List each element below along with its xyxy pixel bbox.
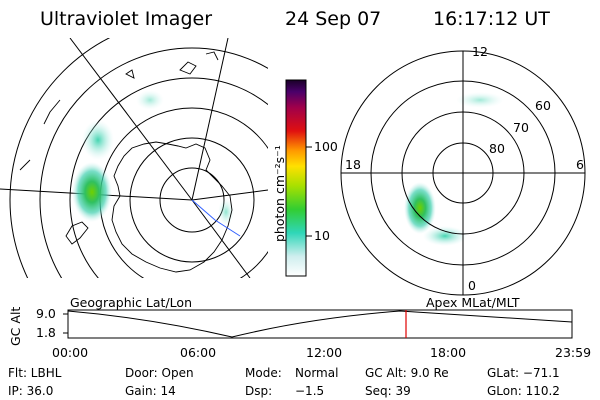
coastline <box>19 159 31 171</box>
aurora-emission <box>136 90 164 110</box>
mode-value: Normal <box>295 366 339 380</box>
colorbar-tick-label: 100 <box>314 139 338 154</box>
mlat-label: 80 <box>489 141 505 156</box>
meridian-line <box>69 38 193 201</box>
observation-date: 24 Sep 07 <box>285 8 382 30</box>
lat-circle <box>129 137 255 263</box>
mlt-label: 6 <box>576 157 584 172</box>
mlt-label: 18 <box>345 157 361 172</box>
altitude-curve <box>67 310 573 338</box>
x-tick-label: 23:59 <box>555 345 592 360</box>
x-tick-label: 18:00 <box>430 345 467 360</box>
apex-label: Apex MLat/MLT <box>426 295 520 310</box>
coastline <box>65 221 89 245</box>
mlt-label: 12 <box>472 44 488 59</box>
aurora-emission <box>404 182 436 234</box>
colorbar-unit-label: photon cm⁻²s⁻¹ <box>272 145 287 242</box>
geographic-label: Geographic Lat/Lon <box>70 295 192 310</box>
meridian-line <box>191 189 268 201</box>
door-info: Door: Open <box>125 366 194 380</box>
x-tick-label: 00:00 <box>52 345 89 360</box>
glon-info: GLon: 110.2 <box>487 384 560 398</box>
gc-altitude-info: GC Alt: 9.0 Re <box>365 366 449 380</box>
geographic-map <box>0 38 268 278</box>
filter-info: Flt: LBHL <box>8 366 62 380</box>
lat-circle <box>69 77 268 278</box>
aurora-emission <box>423 226 467 246</box>
terminator-line <box>191 199 241 237</box>
aurora-emission <box>72 162 112 222</box>
sequence-info: Seq: 39 <box>365 384 411 398</box>
instrument-title: Ultraviolet Imager <box>40 8 213 30</box>
coastline <box>179 61 197 75</box>
apex-polar-plot <box>340 50 586 296</box>
glat-info: GLat: −71.1 <box>487 366 560 380</box>
x-tick-label: 06:00 <box>180 345 217 360</box>
meridian-line <box>191 38 229 201</box>
mode-label: Mode: <box>245 366 282 380</box>
colorbar <box>285 79 307 277</box>
lat-circle <box>9 38 111 278</box>
y-tick-label: 1.8 <box>36 325 56 340</box>
gain-info: Gain: 14 <box>125 384 176 398</box>
meridian-line <box>191 199 251 278</box>
dsp-value: −1.5 <box>295 384 325 398</box>
aurora-emission <box>82 120 114 160</box>
antarctica-coastline <box>111 141 233 273</box>
ip-info: IP: 36.0 <box>8 384 54 398</box>
coastline <box>205 51 219 61</box>
colorbar-tick-label: 10 <box>314 228 330 243</box>
dsp-label: Dsp: <box>245 384 273 398</box>
mlt-label: 0 <box>468 278 476 293</box>
y-tick-label: 9.0 <box>36 306 56 321</box>
observation-time: 16:17:12 UT <box>433 8 550 30</box>
coastline <box>125 69 135 79</box>
mlat-label: 60 <box>535 98 551 113</box>
altitude-axis-label: GC Alt <box>8 306 23 346</box>
aurora-emission <box>456 92 504 108</box>
x-tick-label: 12:00 <box>306 345 343 360</box>
altitude-plot-frame <box>67 309 573 339</box>
coastline <box>43 99 61 125</box>
lat-circle <box>39 47 268 278</box>
mlat-label: 70 <box>513 120 529 135</box>
